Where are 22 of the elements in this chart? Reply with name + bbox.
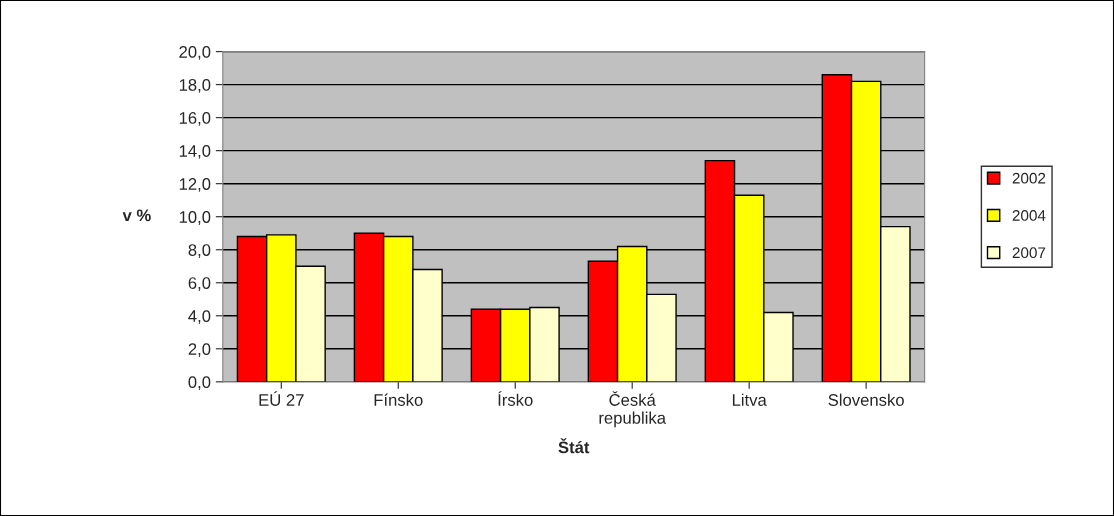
x-tick-label: EÚ 27 bbox=[259, 391, 304, 406]
legend-label: 2002 bbox=[1012, 172, 1046, 184]
y-tick-label: 2,0 bbox=[188, 343, 211, 357]
legend-label: 2004 bbox=[1012, 210, 1046, 221]
y-tick-label: 10,0 bbox=[179, 211, 211, 225]
x-tick-label: Litva bbox=[732, 393, 767, 406]
x-tick-label: Slovensko bbox=[828, 393, 904, 406]
y-tick-label: 16,0 bbox=[179, 112, 211, 126]
y-tick-label: 0,0 bbox=[188, 376, 211, 391]
y-tick-label: 6,0 bbox=[188, 277, 211, 291]
y-axis-title: v % bbox=[122, 209, 151, 222]
x-axis-title: Štát bbox=[558, 438, 590, 454]
x-tick-label: Fínsko bbox=[374, 393, 423, 406]
y-tick-label: 8,0 bbox=[188, 244, 211, 258]
y-tick-label: 14,0 bbox=[179, 145, 211, 159]
y-tick-label: 18,0 bbox=[179, 79, 211, 93]
legend-label: 2007 bbox=[1012, 247, 1046, 259]
x-tick-label: Írsko bbox=[498, 391, 533, 406]
x-tick-label: Česká republika bbox=[599, 391, 667, 428]
y-tick-label: 12,0 bbox=[179, 178, 211, 192]
y-tick-label: 20,0 bbox=[179, 46, 211, 60]
y-tick-label: 4,0 bbox=[188, 310, 211, 324]
